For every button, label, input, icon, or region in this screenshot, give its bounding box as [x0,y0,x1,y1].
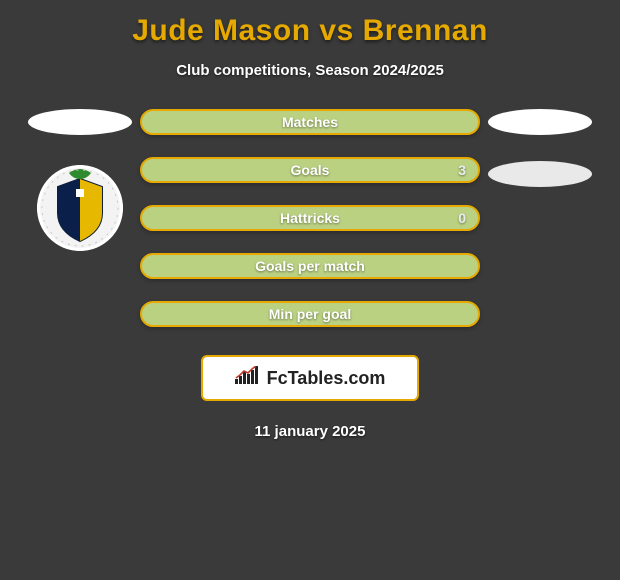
stat-bar-goals: Goals 3 [140,157,480,183]
stat-bar-hattricks: Hattricks 0 [140,205,480,231]
page-title: Jude Mason vs Brennan [132,14,488,48]
stat-label: Goals [291,162,330,178]
stats-column: Matches Goals 3 Hattricks 0 Goals per ma… [140,109,480,327]
stat-bar-matches: Matches [140,109,480,135]
stat-value-right: 0 [458,210,466,226]
stat-value-right: 3 [458,162,466,178]
player-slot-right-2 [488,161,592,187]
stat-label: Hattricks [280,210,340,226]
club-crest-left [37,165,123,251]
stat-bar-min-per-goal: Min per goal [140,301,480,327]
main-row: Matches Goals 3 Hattricks 0 Goals per ma… [0,109,620,327]
logo-text: FcTables.com [267,368,386,389]
footer-date: 11 january 2025 [255,423,366,440]
comparison-card: Jude Mason vs Brennan Club competitions,… [0,0,620,440]
player-slot-right-1 [488,109,592,135]
stat-label: Matches [282,114,338,130]
bar-chart-icon [235,366,261,391]
stat-label: Min per goal [269,306,351,322]
crest-icon [37,165,123,251]
right-side [480,109,600,213]
stat-bar-goals-per-match: Goals per match [140,253,480,279]
site-logo-box[interactable]: FcTables.com [201,355,419,401]
player-slot-left [28,109,132,135]
stat-label: Goals per match [255,258,365,274]
left-side [20,109,140,251]
subtitle: Club competitions, Season 2024/2025 [176,62,444,79]
